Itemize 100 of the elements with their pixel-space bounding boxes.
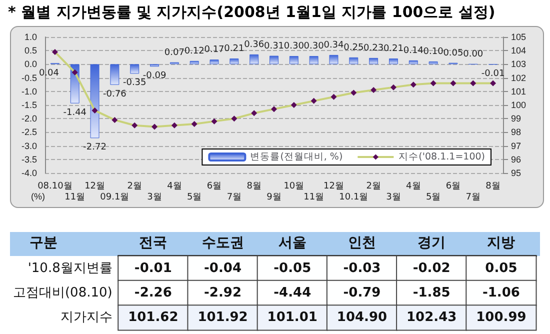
bar	[349, 57, 358, 64]
x-tick-label: 8월	[246, 182, 262, 192]
data-label: 0.17	[204, 45, 224, 56]
y-tick-label: -2.0	[21, 114, 37, 124]
data-label: -1.44	[63, 108, 87, 118]
data-label: -2.72	[83, 142, 106, 153]
x-tick-label: 7월	[466, 192, 480, 202]
x-tick-label: 6월	[206, 182, 222, 192]
data-label: 0.00	[463, 49, 484, 60]
y-tick-label: -3.5	[21, 154, 37, 164]
data-label: 0.21	[383, 44, 404, 54]
bar	[309, 56, 318, 64]
y2-tick-label: 96	[511, 154, 522, 164]
y-tick-label: -1.0	[21, 86, 37, 96]
x-tick-label: 3월	[147, 192, 162, 202]
data-label: 0.30	[304, 42, 324, 52]
data-label: -4.44	[274, 286, 312, 300]
x-tick-label: 2월	[127, 182, 142, 192]
data-label: -0.03	[343, 260, 381, 276]
y2-tick-label: 102	[511, 72, 526, 83]
x-tick-label: 5월	[426, 192, 441, 202]
data-label: 101.92	[198, 310, 248, 326]
data-label: 0.30	[284, 42, 304, 52]
y2-tick-label: 98	[511, 127, 522, 138]
bar	[90, 64, 100, 138]
x-tick-label: 12월	[324, 182, 344, 192]
y2-tick-label: 97	[511, 140, 522, 151]
bar	[110, 64, 120, 85]
y-tick-label: -3.0	[21, 140, 37, 151]
data-label: -0.01	[134, 260, 172, 276]
y-tick-label: 1.0	[24, 32, 37, 42]
bar	[289, 56, 298, 64]
data-label: 0.23	[364, 43, 384, 54]
chart-title: * 월별 지가변동률 및 지가지수(2008년 1월1일 지가를 100으로 설정)	[8, 3, 496, 22]
y2-tick-label: 105	[511, 32, 526, 42]
bar	[369, 58, 378, 64]
data-label: -0.05	[274, 260, 312, 276]
data-label: 0.07	[164, 48, 184, 58]
y-tick-label: -2.5	[21, 127, 37, 138]
data-label: 100.99	[476, 310, 526, 326]
data-label: 0.10	[423, 46, 444, 57]
y-tick-label: 0.0	[24, 59, 37, 70]
x-tick-label: 서울	[278, 235, 306, 251]
data-label: -0.04	[204, 260, 242, 276]
data-label: 0.31	[264, 41, 284, 52]
data-label: -1.85	[412, 286, 450, 300]
x-tick-label: 4월	[167, 182, 182, 192]
x-tick-label: 12월	[84, 182, 106, 192]
x-tick-label: 7월	[226, 192, 242, 202]
y2-tick-label: 101	[511, 86, 526, 96]
bar	[130, 64, 140, 74]
bar	[408, 60, 418, 64]
data-label: 0.05	[485, 260, 518, 276]
bar	[428, 61, 438, 64]
x-tick-label: 6월	[446, 182, 461, 192]
x-tick-label: 08.10월	[38, 182, 72, 192]
y2-tick-label: 95	[511, 168, 522, 178]
data-label: -0.02	[412, 260, 450, 276]
x-tick-label: 전국	[139, 235, 168, 251]
data-label: 0.05	[443, 48, 464, 58]
bar	[190, 60, 199, 64]
x-tick-label: 09.1월	[100, 192, 130, 202]
x-tick-label: 수도권	[202, 235, 244, 251]
bar	[250, 54, 259, 64]
y2-tick-label: 104	[511, 46, 526, 56]
y-tick-label: 0.5	[24, 46, 37, 56]
x-tick-label: 경기	[418, 235, 446, 251]
data-label: 101.62	[128, 310, 178, 326]
data-label: 0.25	[344, 42, 364, 53]
bar	[210, 60, 219, 64]
data-label: 104.90	[336, 310, 388, 326]
bar	[389, 58, 398, 64]
y-axis-title: (%)	[31, 191, 45, 202]
x-tick-label: 9월	[266, 192, 282, 202]
x-tick-label: 지방	[487, 235, 516, 251]
data-label: 0.34	[324, 40, 344, 50]
y-tick-label: -0.5	[21, 72, 37, 83]
bar	[329, 54, 338, 64]
data-label: -0.35	[122, 78, 146, 88]
data-label: 0.12	[184, 46, 204, 56]
x-tick-label: 인천	[348, 235, 376, 251]
x-tick-label: 10.1월	[339, 192, 368, 202]
x-tick-label: 4월	[406, 182, 421, 192]
x-tick-label: 11월	[64, 192, 86, 202]
y-tick-label: 지가지수	[60, 310, 112, 326]
data-label: 0.36	[244, 40, 264, 50]
y-tick-label: '10.8월지변률	[28, 260, 112, 276]
data-label: -1.06	[482, 286, 520, 300]
x-tick-label: 8월	[486, 182, 500, 192]
y-axis-title: 구분	[29, 235, 58, 251]
data-label: -0.79	[343, 286, 381, 300]
data-label: 0.14	[403, 46, 424, 56]
data-label: -0.76	[103, 89, 127, 100]
legend-label: 지수('08.1.1=100)	[398, 152, 486, 162]
x-tick-label: 11월	[304, 192, 324, 202]
x-tick-label: 5월	[186, 192, 202, 202]
data-label: 0.21	[224, 44, 244, 54]
y-tick-label: -1.5	[21, 100, 37, 110]
legend-label: 변동률(전월대비, %)	[250, 152, 343, 162]
data-label: -0.01	[481, 69, 505, 80]
